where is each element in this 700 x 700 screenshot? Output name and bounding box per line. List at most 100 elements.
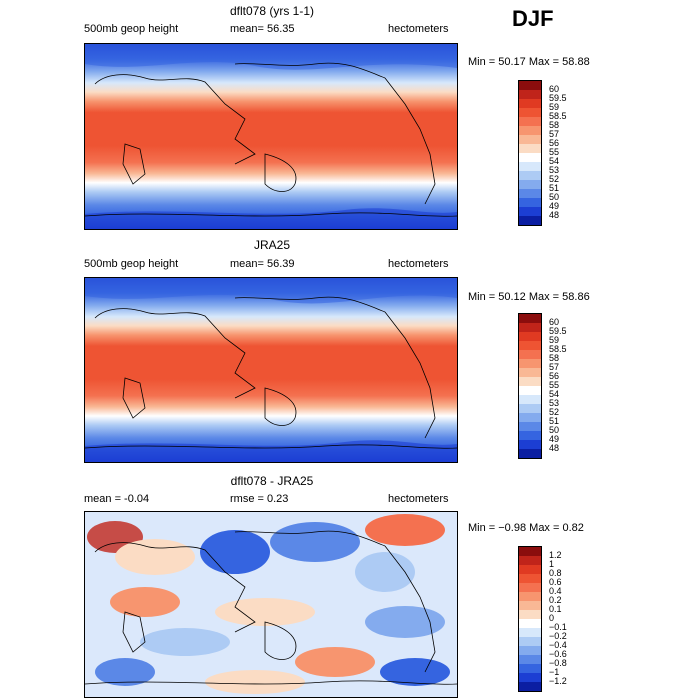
- colorbar-tick-label: 48: [549, 210, 560, 220]
- colorbar-swatch: [519, 314, 541, 323]
- colorbar-swatch: [519, 180, 541, 189]
- colorbar-tick-label: −0.6: [549, 649, 567, 659]
- colorbar-swatch: [519, 216, 541, 225]
- colorbar-swatch: [519, 99, 541, 108]
- colorbar-tick-label: 60: [549, 84, 560, 94]
- panel1-variable: 500mb geop height: [84, 23, 179, 35]
- colorbar-swatch: [519, 126, 541, 135]
- colorbar-swatch: [519, 332, 541, 341]
- season-label: DJF: [512, 6, 554, 31]
- colorbar-swatch: [519, 619, 541, 628]
- panel3-map: [84, 511, 458, 698]
- colorbar-tick-label: 59.5: [549, 326, 567, 336]
- panel1-title: dflt078 (yrs 1-1): [229, 4, 315, 18]
- panel2-mean: mean= 56.39: [230, 258, 295, 270]
- colorbar-tick-label: 58: [549, 353, 560, 363]
- panel2-title: JRA25: [253, 238, 291, 252]
- colorbar-swatch: [519, 198, 541, 207]
- panel2-variable: 500mb geop height: [84, 258, 179, 270]
- colorbar-tick-label: 52: [549, 407, 560, 417]
- panel3-title: dflt078 - JRA25: [230, 474, 314, 488]
- colorbar-swatch: [519, 162, 541, 171]
- colorbar-swatch: [519, 144, 541, 153]
- colorbar-swatch: [519, 323, 541, 332]
- panel3-contour-plot: [85, 512, 457, 697]
- colorbar-tick-label: 54: [549, 156, 560, 166]
- colorbar-swatch: [519, 404, 541, 413]
- colorbar-tick-label: 51: [549, 183, 560, 193]
- colorbar-tick-label: −0.4: [549, 640, 567, 650]
- panel1-minmax: Min = 50.17 Max = 58.88: [468, 56, 590, 68]
- colorbar-swatch: [519, 583, 541, 592]
- colorbar-tick-label: 53: [549, 398, 560, 408]
- colorbar-swatch: [519, 449, 541, 458]
- colorbar-swatch: [519, 601, 541, 610]
- colorbar-tick-label: 0: [549, 613, 555, 623]
- colorbar-tick-label: 49: [549, 434, 560, 444]
- colorbar-tick-label: −1: [549, 667, 560, 677]
- colorbar-tick-label: −0.1: [549, 622, 567, 632]
- colorbar-swatch: [519, 574, 541, 583]
- colorbar-tick-label: 58.5: [549, 111, 567, 121]
- colorbar-swatch: [519, 395, 541, 404]
- colorbar-swatch: [519, 359, 541, 368]
- colorbar-tick-label: 55: [549, 147, 560, 157]
- colorbar-tick-label: 0.8: [549, 568, 562, 578]
- panel1-map: [84, 43, 458, 230]
- colorbar-swatch: [519, 646, 541, 655]
- colorbar-tick-label: 56: [549, 138, 560, 148]
- panel3-mean: mean = -0.04: [84, 493, 150, 505]
- colorbar-swatch: [519, 628, 541, 637]
- colorbar-tick-label: −1.2: [549, 676, 567, 686]
- colorbar-swatch: [519, 350, 541, 359]
- colorbar-swatch: [519, 386, 541, 395]
- colorbar-tick-label: 50: [549, 192, 560, 202]
- colorbar-swatch: [519, 610, 541, 619]
- colorbar-swatch: [519, 81, 541, 90]
- colorbar-swatch: [519, 673, 541, 682]
- colorbar-tick-label: 1.2: [549, 550, 562, 560]
- colorbar-swatch: [519, 413, 541, 422]
- panel2-minmax: Min = 50.12 Max = 58.86: [468, 291, 590, 303]
- colorbar-swatch: [519, 431, 541, 440]
- panel1-contour-plot: [85, 44, 457, 229]
- colorbar-swatch: [519, 108, 541, 117]
- colorbar-tick-label: −0.8: [549, 658, 567, 668]
- colorbar-swatch: [519, 207, 541, 216]
- colorbar-swatch: [519, 440, 541, 449]
- colorbar-tick-label: 54: [549, 389, 560, 399]
- colorbar-swatch: [519, 368, 541, 377]
- colorbar-swatch: [519, 117, 541, 126]
- colorbar-tick-label: 0.2: [549, 595, 562, 605]
- colorbar-tick-label: 0.1: [549, 604, 562, 614]
- colorbar-tick-label: 57: [549, 129, 560, 139]
- colorbar-tick-label: 0.6: [549, 577, 562, 587]
- panel3-minmax: Min = −0.98 Max = 0.82: [468, 522, 584, 534]
- colorbar-tick-label: 58: [549, 120, 560, 130]
- colorbar-tick-label: 50: [549, 425, 560, 435]
- colorbar-swatch: [519, 655, 541, 664]
- colorbar-swatch: [519, 547, 541, 556]
- panel1-units: hectometers: [388, 23, 449, 35]
- colorbar-tick-label: 49: [549, 201, 560, 211]
- colorbar-swatch: [519, 565, 541, 574]
- panel2-contour-plot: [85, 278, 457, 462]
- colorbar-tick-label: 55: [549, 380, 560, 390]
- colorbar-tick-label: 60: [549, 317, 560, 327]
- colorbar-tick-label: 48: [549, 443, 560, 453]
- colorbar-swatch: [519, 189, 541, 198]
- colorbar-swatch: [519, 377, 541, 386]
- panel3-rmse: rmse = 0.23: [230, 493, 289, 505]
- colorbar-swatch: [519, 664, 541, 673]
- colorbar-tick-label: 59: [549, 335, 560, 345]
- colorbar-tick-label: 59: [549, 102, 560, 112]
- colorbar-tick-label: 0.4: [549, 586, 562, 596]
- panel3-units: hectometers: [388, 493, 449, 505]
- colorbar-swatch: [519, 171, 541, 180]
- panel2-map: [84, 277, 458, 463]
- colorbar-swatch: [519, 592, 541, 601]
- colorbar-swatch: [519, 153, 541, 162]
- colorbar-tick-label: 59.5: [549, 93, 567, 103]
- colorbar-swatch: [519, 556, 541, 565]
- colorbar-tick-label: 53: [549, 165, 560, 175]
